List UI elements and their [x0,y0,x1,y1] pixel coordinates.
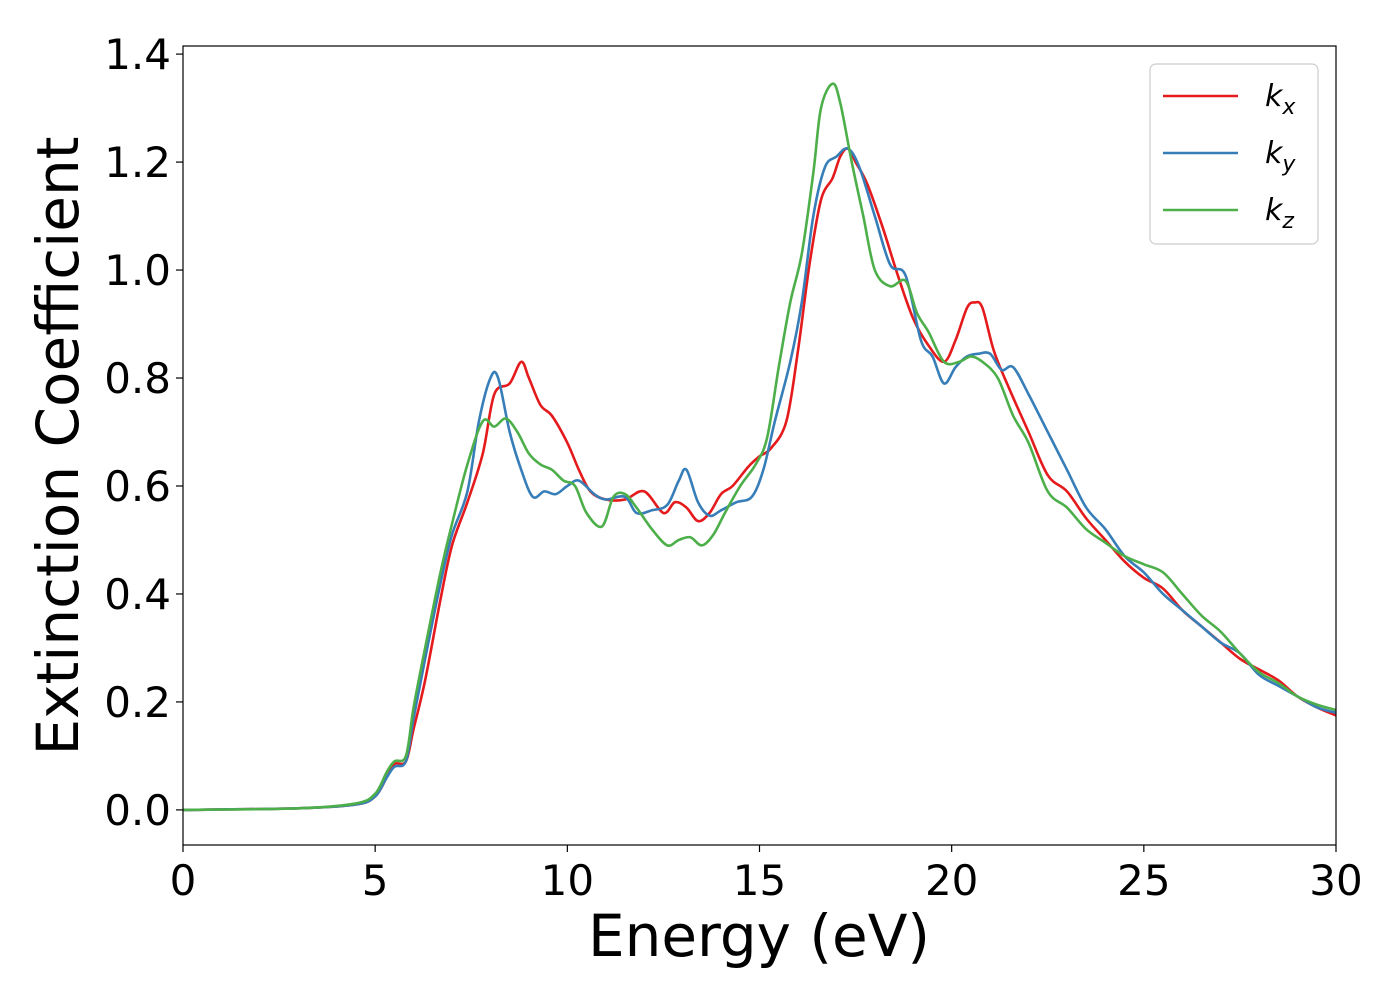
y-tick-label: 0.8 [104,354,171,403]
x-tick-label: 20 [925,856,978,905]
plot-background [183,46,1336,845]
y-tick-label: 0.2 [104,678,171,727]
legend-label-ky: ky [1265,136,1296,177]
series-line-kx [182,147,1337,812]
y-tick-label: 1.4 [104,30,171,79]
legend: kx ky kz [1149,63,1319,245]
y-tick-label: 1.0 [104,246,171,295]
x-tick-label: 25 [1117,856,1170,905]
x-axis-label: Energy (eV) [588,902,930,970]
series-line-kz [182,82,1337,812]
y-axis-label: Extinction Coefficient [24,137,92,756]
x-axis-ticks: 0 5 10 15 20 25 30 [170,845,1363,905]
x-tick-label: 10 [541,856,594,905]
x-tick-label: 5 [362,856,389,905]
series-lines [182,82,1337,812]
y-tick-label: 0.4 [104,570,171,619]
legend-entries: kx ky kz [1163,79,1296,234]
y-tick-label: 0.0 [104,786,171,835]
y-tick-label: 0.6 [104,462,171,511]
x-tick-label: 0 [170,856,197,905]
y-tick-label: 1.2 [104,138,171,187]
x-tick-label: 15 [733,856,786,905]
y-axis-ticks: 0.0 0.2 0.4 0.6 0.8 1.0 1.2 1.4 [104,30,183,835]
x-tick-label: 30 [1309,856,1362,905]
legend-label-kz: kz [1265,193,1294,234]
legend-label-kx: kx [1265,79,1296,120]
